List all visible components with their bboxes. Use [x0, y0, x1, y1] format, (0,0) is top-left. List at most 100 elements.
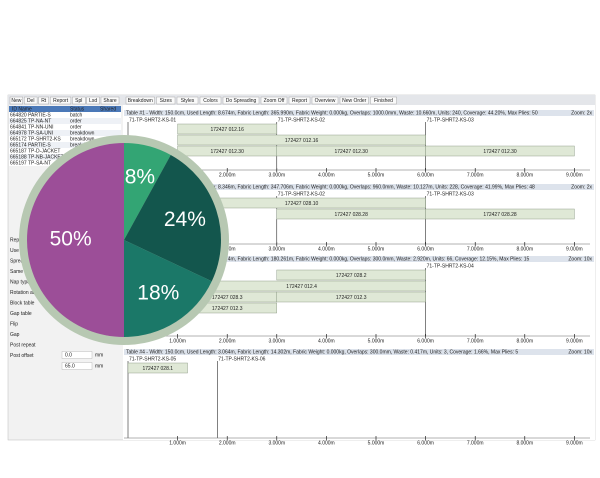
toolbar-button[interactable] [199, 96, 222, 105]
table-zoom: Zoom: 10x [568, 350, 592, 356]
property-value: 0.0 [65, 352, 72, 358]
ruler-label: 8.000m [516, 338, 533, 344]
toolbar-button[interactable] [370, 96, 397, 105]
list-cell: 664825 TP-NA-NT [10, 119, 51, 125]
property-input[interactable] [61, 362, 93, 370]
marker-bar[interactable] [425, 145, 575, 157]
toolbar-button[interactable] [125, 96, 155, 105]
marker-bar-label: 172427 012.30 [483, 149, 517, 155]
property-label: Block table [10, 300, 35, 306]
ruler-label: 2.000m [219, 338, 236, 344]
pie-slice [124, 240, 212, 337]
marker-bar[interactable] [127, 362, 188, 374]
list-cell: 665188 TP-NB-JACKET [10, 155, 64, 161]
marker-bar-label: 172427 028.3 [212, 295, 243, 301]
property-label: Gap [10, 332, 20, 338]
list-cell: order [70, 125, 82, 131]
ruler-label: 6.000m [417, 338, 434, 344]
pie-label: 18% [137, 282, 179, 305]
toolbar-button[interactable] [311, 96, 339, 105]
toolbar-button-label: Sizes [160, 98, 173, 104]
ruler-label: 5.000m [368, 246, 385, 252]
marker-bar-label: 172427 012.30 [335, 149, 369, 155]
toolbar-button[interactable] [38, 96, 49, 105]
marker-bar[interactable] [276, 269, 426, 281]
toolbar-button-label: Spl [75, 98, 82, 104]
ruler-label: 4.000m [318, 246, 335, 252]
ruler-label: 7.000m [467, 172, 484, 178]
table-header: Table #3 - Width: 150.0cm, Used Length: … [126, 257, 529, 263]
toolbar-button[interactable] [24, 96, 38, 105]
list-row[interactable] [9, 142, 121, 148]
list-cell: breakdown [70, 137, 95, 143]
property-value: mm [95, 352, 103, 358]
list-row[interactable] [9, 112, 121, 118]
toolbar-button-label: Del [27, 98, 35, 104]
toolbar-button[interactable] [156, 96, 176, 105]
marker-bar[interactable] [425, 208, 575, 220]
list-row[interactable] [9, 118, 121, 124]
ruler-label: 2.000m [219, 172, 236, 178]
list-header [9, 106, 121, 112]
list-row[interactable] [9, 136, 121, 142]
ruler-label: 9.000m [566, 172, 583, 178]
toolbar-button-label: Finished [374, 98, 393, 104]
marker-label: 71-TP-SHRT2-KS-01 [129, 117, 176, 123]
marker-label: 71-TP-SHRT2-KS-04 [427, 263, 474, 269]
toolbar-button[interactable] [50, 96, 72, 105]
list-cell: 665174 PARTIE-S [10, 143, 51, 149]
toolbar-button[interactable] [222, 96, 260, 105]
list-cell: breakdown [70, 131, 95, 137]
marker-bar[interactable] [177, 123, 278, 135]
table-header: Table #1 - Width: 150.0cm, Used Length: … [126, 111, 538, 117]
list-cell: 664978 TP-SA-UNI [10, 131, 53, 137]
marker-label: 71-TP-SHRT2-KS-05 [129, 356, 176, 362]
ruler-label: 3.000m [268, 338, 285, 344]
marker-bar[interactable] [177, 134, 426, 146]
toolbar-button-label: Report [53, 98, 69, 104]
toolbar-button-label: Share [103, 98, 117, 104]
ruler-label: 3.000m [268, 172, 285, 178]
list-row[interactable] [9, 130, 121, 136]
ruler-label: 4.000m [318, 440, 335, 446]
marker-label: 71-TP-SHRT2-KS-02 [278, 191, 325, 197]
toolbar-button[interactable] [72, 96, 86, 105]
marker-bar-label: 172427 012.3 [336, 295, 367, 301]
marker-bar-label: 172427 012.3 [212, 306, 243, 312]
property-input[interactable] [61, 351, 93, 359]
marker-label: 71-TP-SHRT2-KS-03 [427, 191, 474, 197]
ruler-label: 6.000m [417, 172, 434, 178]
ruler-label: 7.000m [467, 440, 484, 446]
list-row[interactable] [9, 148, 121, 154]
toolbar-button[interactable] [339, 96, 369, 105]
toolbar-button[interactable] [176, 96, 199, 105]
marker-bar[interactable] [276, 291, 426, 303]
property-value: 65.0 [65, 363, 75, 369]
list-cell: order [70, 119, 82, 125]
list-header-label: Status [70, 107, 85, 113]
ruler-label: 6.000m [417, 246, 434, 252]
table-header-bar [124, 349, 594, 355]
property-label: Gap table [10, 311, 32, 317]
toolbar-button[interactable] [260, 96, 288, 105]
toolbar-button[interactable] [288, 96, 311, 105]
toolbar-button[interactable] [86, 96, 100, 105]
ruler-label: 4.000m [318, 172, 335, 178]
toolbar-button[interactable] [100, 96, 120, 105]
property-label: Rotation angle [10, 290, 42, 296]
table-header-bar [124, 110, 594, 116]
toolbar-button-label: Report [292, 98, 308, 104]
toolbar-button[interactable] [9, 96, 24, 105]
marker-label: 71-TP-SHRT2-KS-03 [427, 117, 474, 123]
toolbar-button-label: New Order [342, 98, 367, 104]
ruler-label: 5.000m [368, 338, 385, 344]
ruler-label: 2.000m [219, 440, 236, 446]
toolbar-button-label: Overview [315, 98, 336, 104]
ruler-label: 9.000m [566, 246, 583, 252]
marker-label: 71-TP-SHRT2-KS-02 [278, 117, 325, 123]
marker-bar-label: 172427 012.16 [211, 127, 245, 133]
table-zoom: Zoom: 2x [571, 111, 592, 117]
list-row[interactable] [9, 124, 121, 130]
list-header-label: ID Name [12, 107, 32, 113]
marker-bar-label: 172427 028.10 [285, 201, 319, 207]
